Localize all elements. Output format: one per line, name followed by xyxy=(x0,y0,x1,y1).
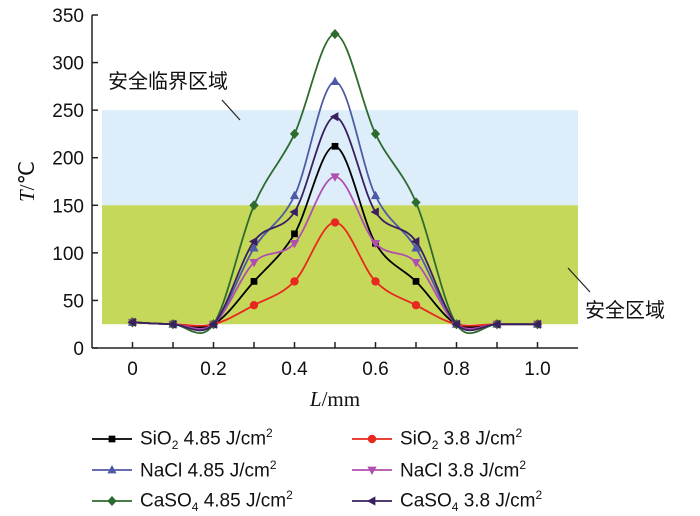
data-point xyxy=(289,128,300,139)
data-point xyxy=(330,76,340,85)
legend-label: NaCl 3.8 J/cm2 xyxy=(400,457,526,482)
data-point xyxy=(249,243,259,252)
data-point xyxy=(491,319,501,329)
data-point xyxy=(371,277,380,286)
x-tick-label: 1.0 xyxy=(524,359,550,380)
legend-marker xyxy=(366,496,376,506)
data-point xyxy=(370,207,379,217)
data-point xyxy=(289,190,300,200)
zone-band-0 xyxy=(102,110,578,206)
legend-swatch xyxy=(352,434,392,444)
legend-item-3: NaCl 3.8 J/cm2 xyxy=(350,456,526,484)
data-point xyxy=(289,207,298,217)
y-tick-label: 300 xyxy=(52,54,84,75)
zone-pointer-safe xyxy=(567,267,591,293)
legend-label: CaSO4 4.85 J/cm2 xyxy=(140,487,293,515)
legend-item-0: SiO2 4.85 J/cm2 xyxy=(90,425,273,453)
zone-label-critical: 安全临界区域 xyxy=(108,69,228,93)
legend-item-1: SiO2 3.8 J/cm2 xyxy=(350,425,522,453)
x-tick-label: 0.4 xyxy=(281,359,308,380)
zone-pointer-critical xyxy=(221,99,241,121)
legend-marker xyxy=(107,495,117,507)
data-point xyxy=(411,243,421,252)
legend-marker xyxy=(367,466,377,476)
x-tick-label: 0 xyxy=(127,359,138,380)
y-tick-label: 350 xyxy=(52,6,84,27)
data-point xyxy=(370,239,381,249)
y-tick-label: 50 xyxy=(63,291,84,312)
y-tick-label: 200 xyxy=(52,149,84,170)
y-axis-title: T/℃ xyxy=(15,161,39,202)
legend-swatch xyxy=(92,464,132,474)
x-tick-label: 0.2 xyxy=(200,359,226,380)
legend-marker xyxy=(367,434,377,444)
y-tick-label: 150 xyxy=(52,196,84,217)
data-point xyxy=(208,319,217,329)
data-point xyxy=(291,230,298,238)
zone-band-1 xyxy=(102,205,578,325)
legend-swatch xyxy=(92,495,132,507)
data-point xyxy=(290,277,299,286)
data-point xyxy=(451,319,460,329)
legend-label: SiO2 4.85 J/cm2 xyxy=(140,425,273,453)
data-point xyxy=(331,142,339,150)
series-5 xyxy=(127,112,541,332)
legend-label: SiO2 3.8 J/cm2 xyxy=(400,425,523,453)
data-point xyxy=(250,278,258,285)
legend-swatch xyxy=(352,466,392,476)
series-group xyxy=(127,28,543,335)
y-tick-label: 0 xyxy=(73,339,84,360)
data-point xyxy=(249,200,259,211)
data-point xyxy=(411,197,421,208)
legend-item-4: CaSO4 4.85 J/cm2 xyxy=(90,487,293,515)
data-point xyxy=(330,218,340,227)
data-point xyxy=(127,317,136,327)
data-point xyxy=(411,259,421,268)
legend-swatch xyxy=(352,496,392,506)
data-point xyxy=(370,128,381,139)
legend-marker xyxy=(107,464,117,474)
data-point xyxy=(289,239,300,249)
data-point xyxy=(330,28,340,40)
y-tick-label: 100 xyxy=(52,244,84,265)
legend-item-2: NaCl 4.85 J/cm2 xyxy=(90,456,277,484)
x-axis-title: L/mm xyxy=(309,387,360,411)
zone-label-safe: 安全区域 xyxy=(585,298,665,322)
data-point xyxy=(167,319,177,329)
data-point xyxy=(330,173,340,182)
data-point xyxy=(248,236,258,247)
axes: 0 50 100 150 200 250 300 350 0 0.2 0.4 0.6 0.8 1.0 xyxy=(52,6,578,380)
data-point xyxy=(370,190,381,200)
legend-item-5: CaSO4 3.8 J/cm2 xyxy=(350,487,542,515)
data-point xyxy=(329,112,339,122)
legend-marker xyxy=(108,435,116,443)
data-point xyxy=(411,300,421,310)
legend-label: NaCl 4.85 J/cm2 xyxy=(140,457,277,482)
data-point xyxy=(249,300,259,310)
zone-bands xyxy=(102,110,578,325)
data-point xyxy=(532,319,541,329)
data-point xyxy=(412,278,420,285)
legend-label: CaSO4 3.8 J/cm2 xyxy=(400,487,543,515)
legend-swatch xyxy=(92,435,132,443)
data-point xyxy=(410,236,420,247)
data-point xyxy=(249,259,259,268)
y-tick-label: 250 xyxy=(52,101,84,122)
x-tick-label: 0.8 xyxy=(443,359,469,380)
x-tick-label: 0.6 xyxy=(362,359,388,380)
